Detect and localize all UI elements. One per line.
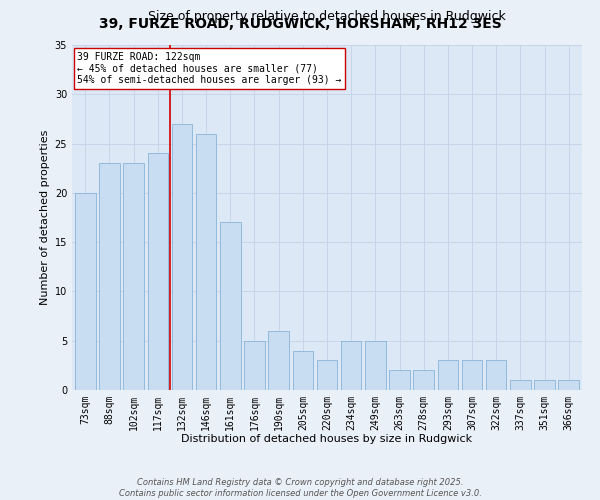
Bar — [220, 222, 241, 390]
Bar — [244, 340, 265, 390]
Bar — [559, 380, 579, 390]
Title: Size of property relative to detached houses in Rudgwick: Size of property relative to detached ho… — [148, 10, 506, 23]
Bar — [293, 350, 313, 390]
Bar — [437, 360, 458, 390]
Bar — [124, 164, 144, 390]
Bar — [389, 370, 410, 390]
Bar — [75, 193, 95, 390]
Bar — [99, 164, 120, 390]
Text: Contains HM Land Registry data © Crown copyright and database right 2025.
Contai: Contains HM Land Registry data © Crown c… — [119, 478, 481, 498]
X-axis label: Distribution of detached houses by size in Rudgwick: Distribution of detached houses by size … — [181, 434, 473, 444]
Bar — [317, 360, 337, 390]
Text: 39 FURZE ROAD: 122sqm
← 45% of detached houses are smaller (77)
54% of semi-deta: 39 FURZE ROAD: 122sqm ← 45% of detached … — [77, 52, 341, 85]
Bar — [413, 370, 434, 390]
Text: 39, FURZE ROAD, RUDGWICK, HORSHAM, RH12 3ES: 39, FURZE ROAD, RUDGWICK, HORSHAM, RH12 … — [98, 18, 502, 32]
Bar — [268, 331, 289, 390]
Bar — [196, 134, 217, 390]
Bar — [510, 380, 530, 390]
Bar — [534, 380, 555, 390]
Bar — [462, 360, 482, 390]
Bar — [341, 340, 361, 390]
Y-axis label: Number of detached properties: Number of detached properties — [40, 130, 50, 305]
Bar — [365, 340, 386, 390]
Bar — [172, 124, 192, 390]
Bar — [148, 154, 168, 390]
Bar — [486, 360, 506, 390]
